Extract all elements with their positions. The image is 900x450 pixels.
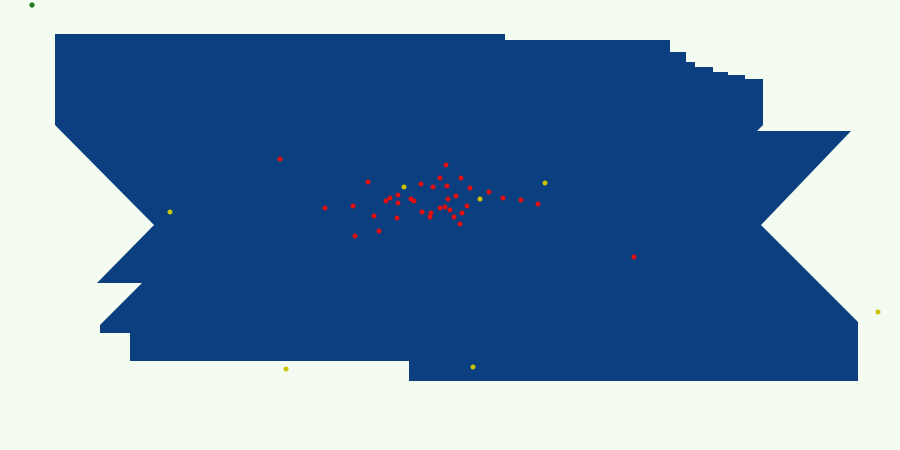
enemy-dot	[486, 189, 492, 195]
enemy-dot	[458, 175, 464, 181]
enemy-dot	[500, 195, 506, 201]
enemy-dot	[535, 201, 541, 207]
enemy-dot	[451, 214, 457, 220]
pickup-dot	[283, 366, 289, 372]
pickup-dot	[875, 309, 881, 315]
enemy-dot	[376, 228, 382, 234]
pickup-dot	[470, 364, 476, 370]
enemy-dot	[459, 210, 465, 216]
enemy-dot	[464, 203, 470, 209]
enemy-dot	[444, 183, 450, 189]
enemy-dot	[411, 198, 417, 204]
enemy-dot	[395, 200, 401, 206]
enemy-dot	[418, 181, 424, 187]
player-dot	[29, 2, 35, 8]
enemy-dot	[365, 179, 371, 185]
enemy-dot	[518, 197, 524, 203]
pickup-dot	[542, 180, 548, 186]
enemy-group	[277, 156, 637, 260]
enemy-dot	[383, 198, 389, 204]
enemy-dot	[437, 175, 443, 181]
enemy-dot	[395, 192, 401, 198]
enemy-dot	[387, 195, 393, 201]
captured-territory	[55, 34, 858, 381]
enemy-dot	[430, 184, 436, 190]
enemy-dot	[352, 233, 358, 239]
enemy-dot	[437, 205, 443, 211]
enemy-dot	[428, 210, 434, 216]
enemy-dot	[445, 196, 451, 202]
enemy-dot	[277, 156, 283, 162]
enemy-dot	[394, 215, 400, 221]
enemy-dot	[350, 203, 356, 209]
enemy-dot	[457, 221, 463, 227]
enemy-dot	[453, 193, 459, 199]
enemy-dot	[427, 214, 433, 220]
enemy-dot	[467, 185, 473, 191]
enemy-dot	[419, 209, 425, 215]
enemy-dot	[442, 204, 448, 210]
pickup-dot	[477, 196, 483, 202]
enemy-dot	[371, 213, 377, 219]
enemy-dot	[322, 205, 328, 211]
enemy-dot	[447, 207, 453, 213]
pickup-dot	[401, 184, 407, 190]
pickup-group	[167, 180, 881, 372]
enemy-dot	[631, 254, 637, 260]
enemy-dot	[443, 162, 449, 168]
pickup-dot	[167, 209, 173, 215]
